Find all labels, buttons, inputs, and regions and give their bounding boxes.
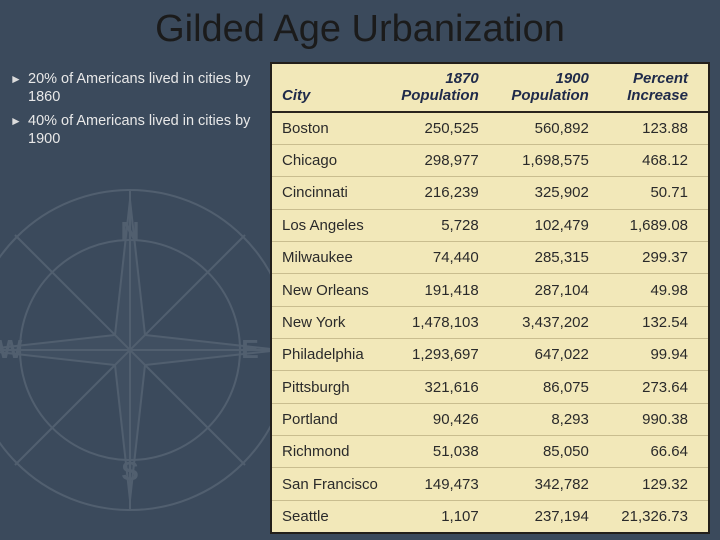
cell-1900: 647,022	[499, 339, 609, 371]
cell-1870: 1,107	[389, 500, 499, 532]
cell-1870: 298,977	[389, 144, 499, 176]
bullet-text: 20% of Americans lived in cities by 1860	[28, 70, 265, 106]
table-row: Chicago298,9771,698,575468.12	[272, 144, 708, 176]
table-row: Richmond51,03885,05066.64	[272, 436, 708, 468]
cell-pct: 1,689.08	[609, 209, 708, 241]
cell-pct: 468.12	[609, 144, 708, 176]
slide-title: Gilded Age Urbanization	[0, 8, 720, 51]
compass-s: S	[121, 456, 138, 486]
table-row: Pittsburgh321,61686,075273.64	[272, 371, 708, 403]
table-row: Philadelphia1,293,697647,02299.94	[272, 339, 708, 371]
compass-e: E	[241, 334, 258, 364]
col-pct-l2: Increase	[627, 87, 688, 104]
table-row: Cincinnati216,239325,90250.71	[272, 177, 708, 209]
cell-pct: 49.98	[609, 274, 708, 306]
bullet-marker-icon: ►	[10, 70, 28, 106]
cell-pct: 123.88	[609, 112, 708, 145]
bullet-list: ► 20% of Americans lived in cities by 18…	[10, 70, 265, 155]
col-pct-l1: Percent	[633, 70, 688, 87]
table-row: New Orleans191,418287,10449.98	[272, 274, 708, 306]
cell-1870: 216,239	[389, 177, 499, 209]
cell-pct: 273.64	[609, 371, 708, 403]
cell-1900: 325,902	[499, 177, 609, 209]
cell-city: Pittsburgh	[272, 371, 389, 403]
cell-pct: 66.64	[609, 436, 708, 468]
col-1900-l2: Population	[511, 87, 589, 104]
cell-1870: 250,525	[389, 112, 499, 145]
cell-1870: 321,616	[389, 371, 499, 403]
cell-pct: 990.38	[609, 403, 708, 435]
table-row: Boston250,525560,892123.88	[272, 112, 708, 145]
cell-1900: 237,194	[499, 500, 609, 532]
col-city: City	[272, 64, 389, 112]
bullet-text: 40% of Americans lived in cities by 1900	[28, 112, 265, 148]
cell-1900: 3,437,202	[499, 306, 609, 338]
cell-pct: 21,326.73	[609, 500, 708, 532]
cell-city: Portland	[272, 403, 389, 435]
table-row: Portland90,4268,293990.38	[272, 403, 708, 435]
table-row: Los Angeles5,728102,4791,689.08	[272, 209, 708, 241]
cell-1870: 90,426	[389, 403, 499, 435]
cell-pct: 50.71	[609, 177, 708, 209]
col-pct: Percent Increase	[609, 64, 708, 112]
cell-1870: 51,038	[389, 436, 499, 468]
col-1900: 1900 Population	[499, 64, 609, 112]
cell-city: Los Angeles	[272, 209, 389, 241]
cell-1900: 8,293	[499, 403, 609, 435]
table-row: San Francisco149,473342,782129.32	[272, 468, 708, 500]
cell-city: Milwaukee	[272, 241, 389, 273]
cell-1900: 102,479	[499, 209, 609, 241]
compass-background: N S E W	[0, 180, 300, 520]
cell-city: Seattle	[272, 500, 389, 532]
cell-1900: 342,782	[499, 468, 609, 500]
compass-w: W	[0, 334, 23, 364]
table-row: New York1,478,1033,437,202132.54	[272, 306, 708, 338]
table-row: Seattle1,107237,19421,326.73	[272, 500, 708, 532]
cell-city: Philadelphia	[272, 339, 389, 371]
cell-pct: 299.37	[609, 241, 708, 273]
cell-1900: 1,698,575	[499, 144, 609, 176]
cell-pct: 99.94	[609, 339, 708, 371]
cell-1870: 1,293,697	[389, 339, 499, 371]
cell-city: Cincinnati	[272, 177, 389, 209]
cell-1870: 5,728	[389, 209, 499, 241]
cell-1870: 149,473	[389, 468, 499, 500]
bullet-item: ► 20% of Americans lived in cities by 18…	[10, 70, 265, 106]
cell-city: New Orleans	[272, 274, 389, 306]
cell-pct: 129.32	[609, 468, 708, 500]
cell-city: San Francisco	[272, 468, 389, 500]
cell-city: Richmond	[272, 436, 389, 468]
col-1870-l1: 1870	[445, 70, 478, 87]
cell-1900: 287,104	[499, 274, 609, 306]
cell-1900: 86,075	[499, 371, 609, 403]
cell-city: New York	[272, 306, 389, 338]
cell-pct: 132.54	[609, 306, 708, 338]
table-row: Milwaukee74,440285,315299.37	[272, 241, 708, 273]
cell-1900: 560,892	[499, 112, 609, 145]
cell-1900: 85,050	[499, 436, 609, 468]
col-1870: 1870 Population	[389, 64, 499, 112]
cell-city: Chicago	[272, 144, 389, 176]
compass-n: N	[121, 216, 140, 246]
cell-1870: 191,418	[389, 274, 499, 306]
table-header-row: City 1870 Population 1900 Population Per…	[272, 64, 708, 112]
population-table: City 1870 Population 1900 Population Per…	[272, 64, 708, 532]
cell-1870: 1,478,103	[389, 306, 499, 338]
cell-1870: 74,440	[389, 241, 499, 273]
bullet-item: ► 40% of Americans lived in cities by 19…	[10, 112, 265, 148]
cell-1900: 285,315	[499, 241, 609, 273]
bullet-marker-icon: ►	[10, 112, 28, 148]
col-1870-l2: Population	[401, 87, 479, 104]
population-table-container: City 1870 Population 1900 Population Per…	[270, 62, 710, 534]
col-1900-l1: 1900	[555, 70, 588, 87]
cell-city: Boston	[272, 112, 389, 145]
